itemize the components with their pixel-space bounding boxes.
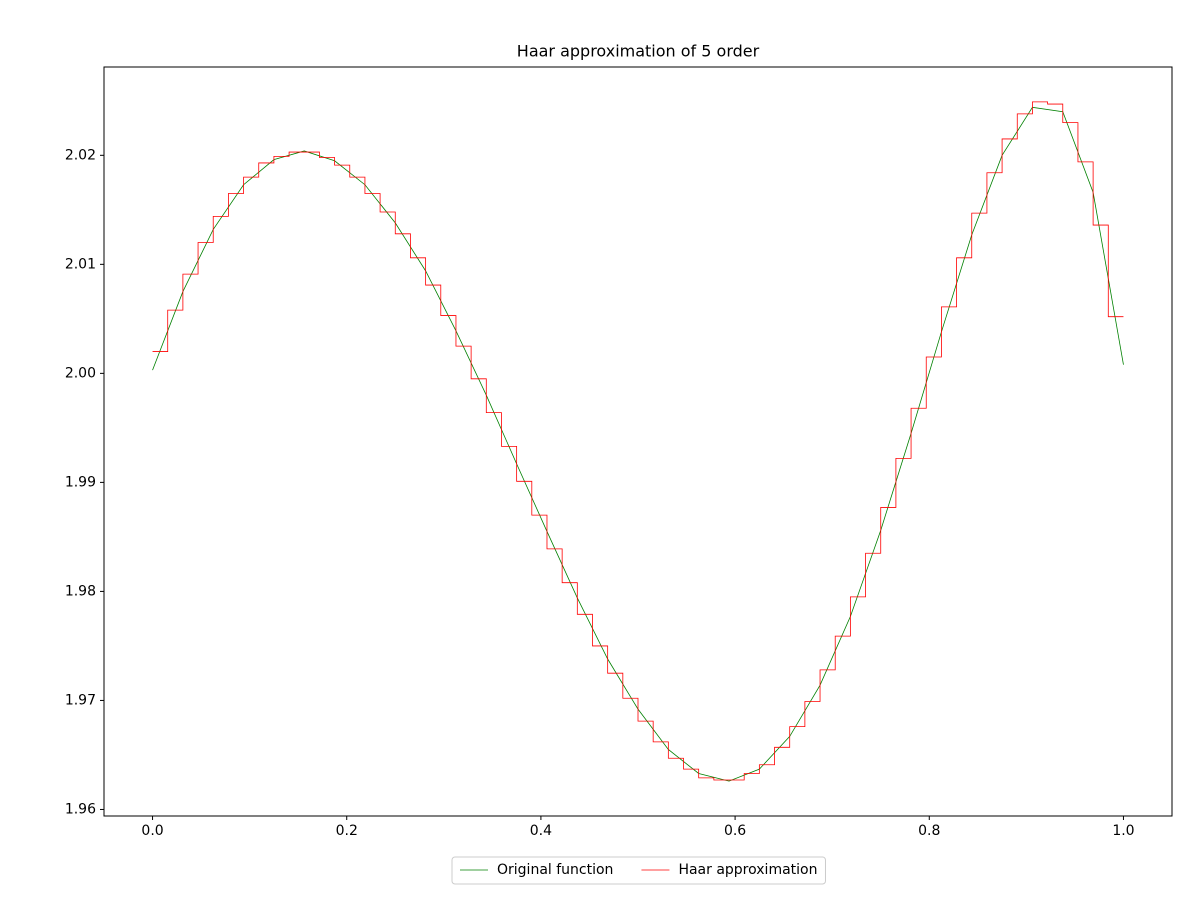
data-line (152, 101, 1124, 781)
x-tick-label: 0.8 (918, 823, 940, 839)
x-tick-label: 1.0 (1112, 823, 1134, 839)
chart-title: Haar approximation of 5 order (517, 42, 760, 61)
y-tick-label: 2.00 (65, 365, 96, 381)
legend-label: Haar approximation (678, 862, 817, 878)
x-tick-label: 0.2 (336, 823, 358, 839)
legend-label: Original function (497, 862, 613, 878)
x-tick-label: 0.4 (530, 823, 552, 839)
legend (451, 856, 826, 885)
y-tick-label: 1.98 (65, 583, 96, 599)
data-line (152, 106, 1124, 782)
y-tick-label: 1.96 (65, 801, 96, 817)
y-tick-label: 2.01 (65, 256, 96, 272)
y-tick-label: 2.02 (65, 147, 96, 163)
x-tick-label: 0.6 (724, 823, 746, 839)
x-tick-label: 0.0 (141, 823, 163, 839)
plot-frame (103, 66, 1173, 817)
y-tick-label: 1.97 (65, 692, 96, 708)
y-tick-label: 1.99 (65, 474, 96, 490)
